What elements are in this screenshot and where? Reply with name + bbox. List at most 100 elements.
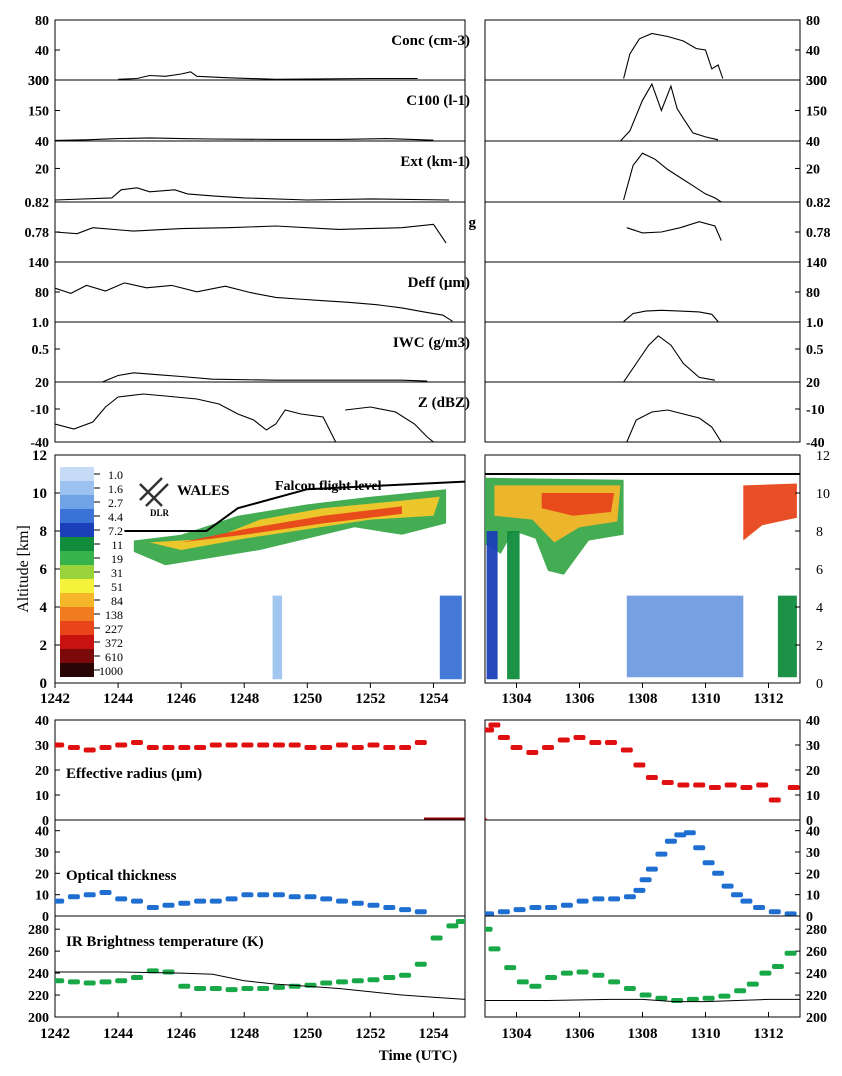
bottom-panel-3-series-line: [55, 971, 466, 1000]
fall-streak-3: [439, 595, 462, 680]
bottom-panel-1-point: [620, 747, 633, 753]
panel-4-title: g: [469, 215, 477, 231]
bottom-panel-2-point: [336, 898, 348, 904]
colorbar-label: 1.6: [108, 482, 123, 496]
lidar-ytick-label-right: 0: [816, 677, 823, 692]
colorbar-swatch: [60, 635, 94, 649]
colorbar-label: 1000: [99, 664, 123, 678]
panel-4-ytick-label-right: 0.78: [806, 226, 831, 241]
panel-5-frame-left: [54, 261, 466, 323]
lidar-xtick-label: 1248: [229, 691, 259, 707]
lidar-xtick-label: 1252: [355, 691, 385, 707]
colorbar-swatch: [60, 481, 94, 495]
x-axis-title: Time (UTC): [379, 1048, 457, 1064]
bottom-panel-2-ytick-label-right: 0: [806, 910, 813, 925]
bottom-panel-3-point: [480, 926, 493, 932]
bottom-panel-1-title: Effective radius (µm): [66, 766, 202, 782]
bottom-panel-3-point: [759, 970, 772, 976]
bottom-panel-1-point: [194, 745, 207, 750]
bottom-panel-3-point: [560, 970, 573, 976]
bottom-panel-3-ytick-label: 220: [28, 989, 49, 1004]
bottom-panel-2-point: [178, 900, 191, 906]
panel-3-series-line: [623, 152, 722, 202]
bottom-panel-3-point: [516, 979, 529, 985]
panel-1-frame-left: [54, 19, 466, 81]
bottom-panel-1-point: [482, 727, 495, 733]
colorbar-swatch: [60, 579, 94, 593]
bottom-panel-1-ytick-label: 0: [42, 814, 49, 829]
colorbar-swatch: [60, 537, 94, 551]
bottom-panel-1-point: [146, 745, 159, 750]
panel-5-ytick-label-right: 140: [806, 256, 827, 271]
bottom-panel-1-ytick-label: 10: [35, 789, 49, 804]
panel-1-plot: [118, 32, 724, 80]
panel-1-series-line: [623, 32, 724, 79]
bottom-panel-3-point: [131, 975, 143, 980]
bottom-panel-2-point: [320, 896, 333, 902]
bottom-panel-3-ytick-label-right: 220: [806, 989, 827, 1004]
bottom-panel-3-point: [529, 983, 542, 989]
bottom-panel-1-point: [708, 785, 721, 790]
wales-logo: WALES DLR: [139, 477, 230, 518]
bottom-panel-3-point: [257, 986, 270, 991]
bottom-panel-2-point: [146, 905, 159, 910]
bottom-panel-1-point: [589, 740, 602, 745]
bottom-panel-1-point: [605, 740, 617, 745]
panel-7-frame-left: [54, 381, 466, 443]
panel-2-plot: [55, 82, 719, 141]
panel-1-ytick-label: 80: [35, 14, 49, 29]
panel-6-frame-right: [484, 321, 801, 383]
bottom-panel-2-point: [674, 832, 687, 838]
bottom-panel-2-point: [529, 905, 542, 910]
panel-6-ytick-label: 20: [35, 376, 49, 391]
bottom-panel-3-point: [504, 965, 517, 971]
panel-1-ytick-label-right: 300: [806, 74, 827, 89]
lidar-xtick-label: 1308: [628, 691, 658, 707]
colorbar-label: 7.2: [108, 524, 123, 538]
colorbar-swatch: [60, 565, 94, 579]
bottom-panel-1-ytick-label: 40: [35, 714, 49, 729]
panel-7-ytick-label-right: -10: [806, 403, 825, 418]
lidar-ytick-label-right: 4: [816, 601, 823, 616]
bottom-panel-1-point: [542, 745, 554, 750]
bottom-xtick-label: 1252: [355, 1026, 385, 1042]
bottom-panel-2-point: [482, 911, 495, 916]
bottom-panel-2-ytick-label: 0: [42, 910, 49, 925]
bottom-panel-2-point: [67, 894, 80, 900]
bottom-panel-2-point: [272, 892, 285, 898]
lidar-ytick-label: 4: [40, 600, 48, 616]
colorbar-swatch: [60, 467, 94, 481]
panel-3-ytick-label-right: 0.82: [806, 196, 831, 211]
colorbar-label: 19: [111, 552, 123, 566]
bottom-panel-1-point: [645, 775, 658, 780]
bottom-panel-2-ytick-label: 30: [35, 846, 49, 861]
bottom-panel-2-point: [304, 894, 317, 900]
panel-1-ytick-label: 40: [35, 44, 49, 59]
bottom-panel-1-point: [225, 742, 238, 748]
lidar-ytick-label: 12: [32, 448, 47, 464]
panel-1-ytick-label-right: 80: [806, 14, 820, 29]
bottom-panel-2-point: [753, 905, 766, 910]
precip-column: [777, 595, 797, 678]
bottom-panel-1-ytick-label: 20: [35, 764, 49, 779]
bottom-panel-2-ytick-label-right: 40: [806, 825, 820, 840]
bottom-xtick-label: 1254: [418, 1026, 449, 1042]
bottom-panel-1-ytick-label: 30: [35, 739, 49, 754]
bottom-xtick-label: 1310: [691, 1026, 721, 1042]
colorbar-swatch: [60, 607, 94, 621]
bottom-panel-3-ytick-label-right: 240: [806, 967, 827, 982]
panel-7-series-line: [626, 409, 722, 442]
bottom-panel-2-point: [513, 907, 526, 913]
bottom-panel-1-point: [131, 740, 143, 745]
bottom-panel-1-ytick-label-right: 20: [806, 764, 820, 779]
bottom-panel-2-point: [731, 892, 743, 898]
bottom-panel-1-point: [336, 742, 348, 748]
panel-3-plot: [55, 152, 722, 202]
bottom-panel-1-point: [55, 742, 65, 748]
bottom-panel-2-point: [414, 909, 427, 915]
cloud-body-left-core: [181, 506, 402, 543]
panel-5-ytick-label-right: 1.0: [806, 316, 824, 331]
bottom-panel-1-point: [414, 740, 427, 745]
bottom-panel-3-point: [194, 986, 207, 991]
bottom-panel-1-point: [257, 742, 270, 748]
